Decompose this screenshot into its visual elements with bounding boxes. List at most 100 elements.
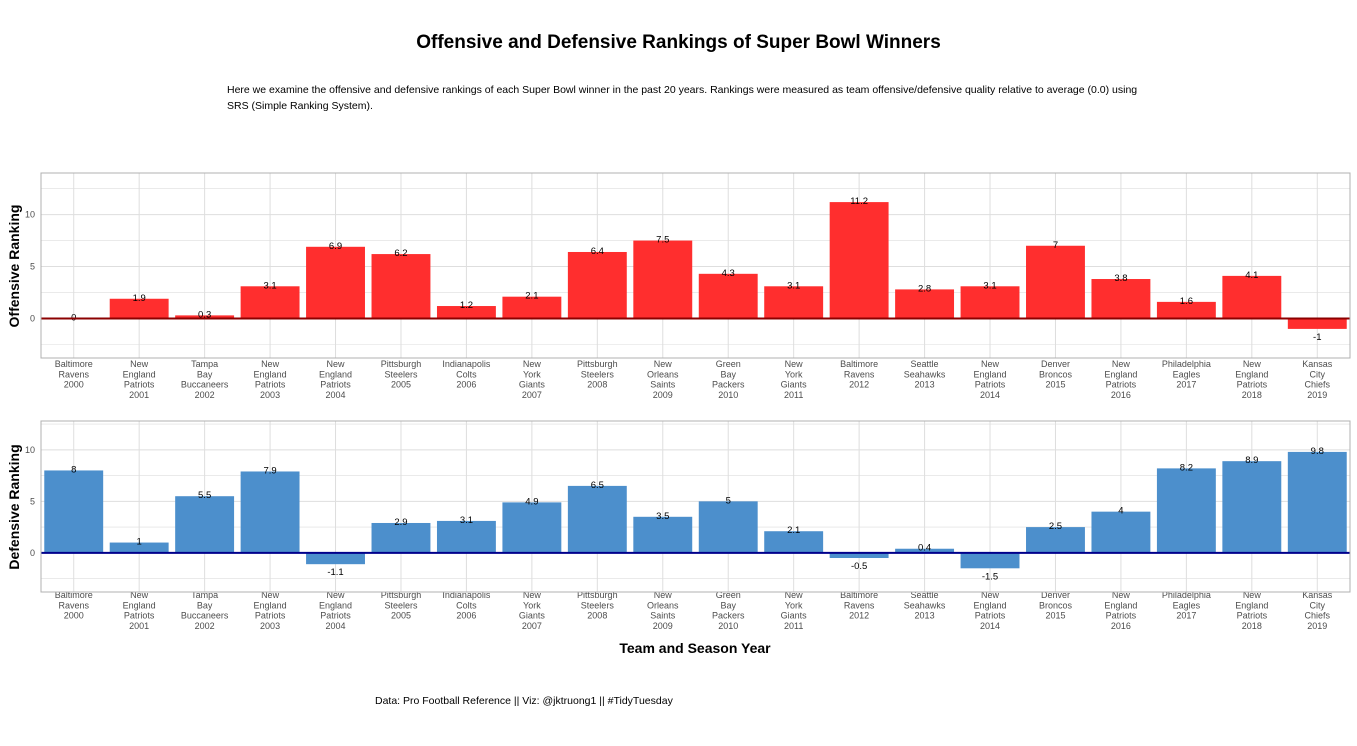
bar-offense	[175, 315, 235, 319]
bar-offense	[1026, 245, 1085, 319]
bar-defense	[698, 501, 758, 553]
bar-defense	[895, 548, 955, 553]
x-tick-label: Baltimore Ravens 2000	[55, 359, 93, 390]
bar-value-label: 1.9	[133, 293, 146, 304]
bar-value-label: 8	[71, 464, 76, 475]
offensive-panel: 05100BaltimoreRavens20001.9NewEnglandPat…	[25, 172, 1351, 400]
chart-title: Offensive and Defensive Rankings of Supe…	[416, 32, 941, 53]
bar-value-label: 3.8	[1114, 273, 1127, 284]
bar-value-label: 2.1	[525, 291, 538, 302]
bar-value-label: -1.5	[982, 571, 998, 582]
x-tick-label: Kansas City Chiefs 2019	[1302, 590, 1333, 631]
bar-offense	[436, 306, 496, 319]
x-tick-label: New York Giants 2007	[519, 359, 546, 400]
x-axis-title: Team and Season Year	[619, 640, 771, 656]
x-tick-label: Denver Broncos 2015	[1039, 590, 1073, 621]
y-tick-label: 10	[25, 445, 35, 455]
bar-value-label: 2.1	[787, 525, 800, 536]
x-tick-label: Pittsburgh Steelers 2008	[577, 590, 618, 621]
bar-defense	[1091, 511, 1151, 553]
bar-value-label: 1.2	[460, 300, 473, 311]
x-tick-label: Baltimore Ravens 2000	[55, 590, 93, 621]
bar-value-label: 8.9	[1245, 455, 1258, 466]
bar-offense	[240, 286, 300, 319]
x-tick-label: Philadelphia Eagles 2017	[1162, 359, 1211, 390]
bar-defense	[306, 552, 365, 565]
x-tick-label: Baltimore Ravens 2012	[840, 359, 878, 390]
bar-offense	[1222, 275, 1282, 319]
panel-background-offense	[41, 173, 1350, 358]
x-tick-label: New England Patriots 2003	[254, 359, 287, 400]
bar-value-label: -0.5	[851, 561, 867, 572]
bar-value-label: 7	[1053, 240, 1058, 251]
bar-value-label: 5.5	[198, 490, 211, 501]
bar-defense	[960, 552, 1020, 569]
bar-offense	[371, 254, 431, 319]
y-axis-title-defense: Defensive Ranking	[6, 444, 22, 569]
x-tick-label: Philadelphia Eagles 2017	[1162, 590, 1211, 621]
bar-defense	[109, 542, 169, 553]
x-tick-label: Pittsburgh Steelers 2005	[381, 359, 422, 390]
bar-offense	[960, 286, 1020, 319]
x-tick-label: New Orleans Saints 2009	[647, 359, 679, 400]
x-tick-label: New England Patriots 2016	[1104, 359, 1137, 400]
x-tick-label: Indianapolis Colts 2006	[442, 590, 491, 621]
bar-offense	[698, 273, 758, 319]
bar-defense	[240, 471, 300, 553]
x-tick-label: New England Patriots 2014	[974, 590, 1007, 631]
bar-defense	[567, 485, 627, 553]
bar-value-label: 7.9	[263, 465, 276, 476]
bar-value-label: 7.5	[656, 235, 669, 246]
x-tick-label: Green Bay Packers 2010	[712, 359, 745, 400]
bar-value-label: 2.9	[394, 517, 407, 528]
x-tick-label: Pittsburgh Steelers 2008	[577, 359, 618, 390]
chart-subtitle: Here we examine the offensive and defens…	[227, 84, 1138, 112]
bar-offense	[1287, 318, 1347, 329]
x-tick-label: Green Bay Packers 2010	[712, 590, 745, 631]
bar-offense	[633, 240, 693, 319]
y-tick-label: 0	[30, 314, 35, 324]
bar-offense	[1156, 301, 1216, 319]
bar-defense	[1222, 461, 1282, 553]
bar-offense	[567, 251, 627, 319]
bar-value-label: -1.1	[327, 567, 343, 578]
x-tick-label: New Orleans Saints 2009	[647, 590, 679, 631]
bar-offense	[306, 246, 365, 319]
bar-value-label: 6.9	[329, 241, 342, 252]
panel-border-offense	[40, 172, 1351, 359]
bar-value-label: 9.8	[1311, 446, 1324, 457]
x-tick-label: New England Patriots 2001	[123, 590, 156, 631]
bar-value-label: 1	[137, 537, 142, 548]
x-tick-label: Indianapolis Colts 2006	[442, 359, 491, 390]
bar-value-label: 4	[1118, 506, 1123, 517]
x-tick-label: Baltimore Ravens 2012	[840, 590, 878, 621]
bar-value-label: 11.2	[850, 196, 868, 207]
bar-value-label: 3.5	[656, 511, 669, 522]
y-tick-label: 0	[30, 548, 35, 558]
x-tick-label: Tampa Bay Buccaneers 2002	[181, 590, 229, 631]
panel-border-defense	[40, 420, 1351, 593]
y-tick-label: 5	[30, 262, 35, 272]
x-tick-label: New England Patriots 2014	[974, 359, 1007, 400]
bar-offense	[895, 289, 955, 319]
bar-defense	[44, 470, 104, 553]
x-tick-label: New England Patriots 2018	[1235, 590, 1268, 631]
x-tick-label: New England Patriots 2003	[254, 590, 287, 631]
bar-offense	[829, 202, 889, 319]
defensive-panel: 0 5 10 8 Baltimore Ravens 2000 1 New England Patri…	[25, 420, 1351, 631]
bar-value-label: 6.5	[591, 480, 604, 491]
bar-value-label: 4.9	[525, 496, 538, 507]
bar-defense	[1156, 468, 1216, 553]
x-tick-label: New England Patriots 2004	[319, 359, 352, 400]
bar-value-label: 2.8	[918, 283, 931, 294]
bar-value-label: 2.5	[1049, 521, 1062, 532]
y-tick-label: 10	[25, 210, 35, 220]
x-tick-label: New York Giants 2011	[781, 359, 808, 400]
x-tick-label: New England Patriots 2001	[123, 359, 156, 400]
bar-defense	[502, 502, 562, 553]
y-tick-label: 5	[30, 496, 35, 506]
bar-value-label: 6.2	[394, 248, 407, 259]
x-tick-label: Tampa Bay Buccaneers 2002	[181, 359, 229, 400]
x-tick-label: Kansas City Chiefs 2019	[1302, 359, 1333, 400]
